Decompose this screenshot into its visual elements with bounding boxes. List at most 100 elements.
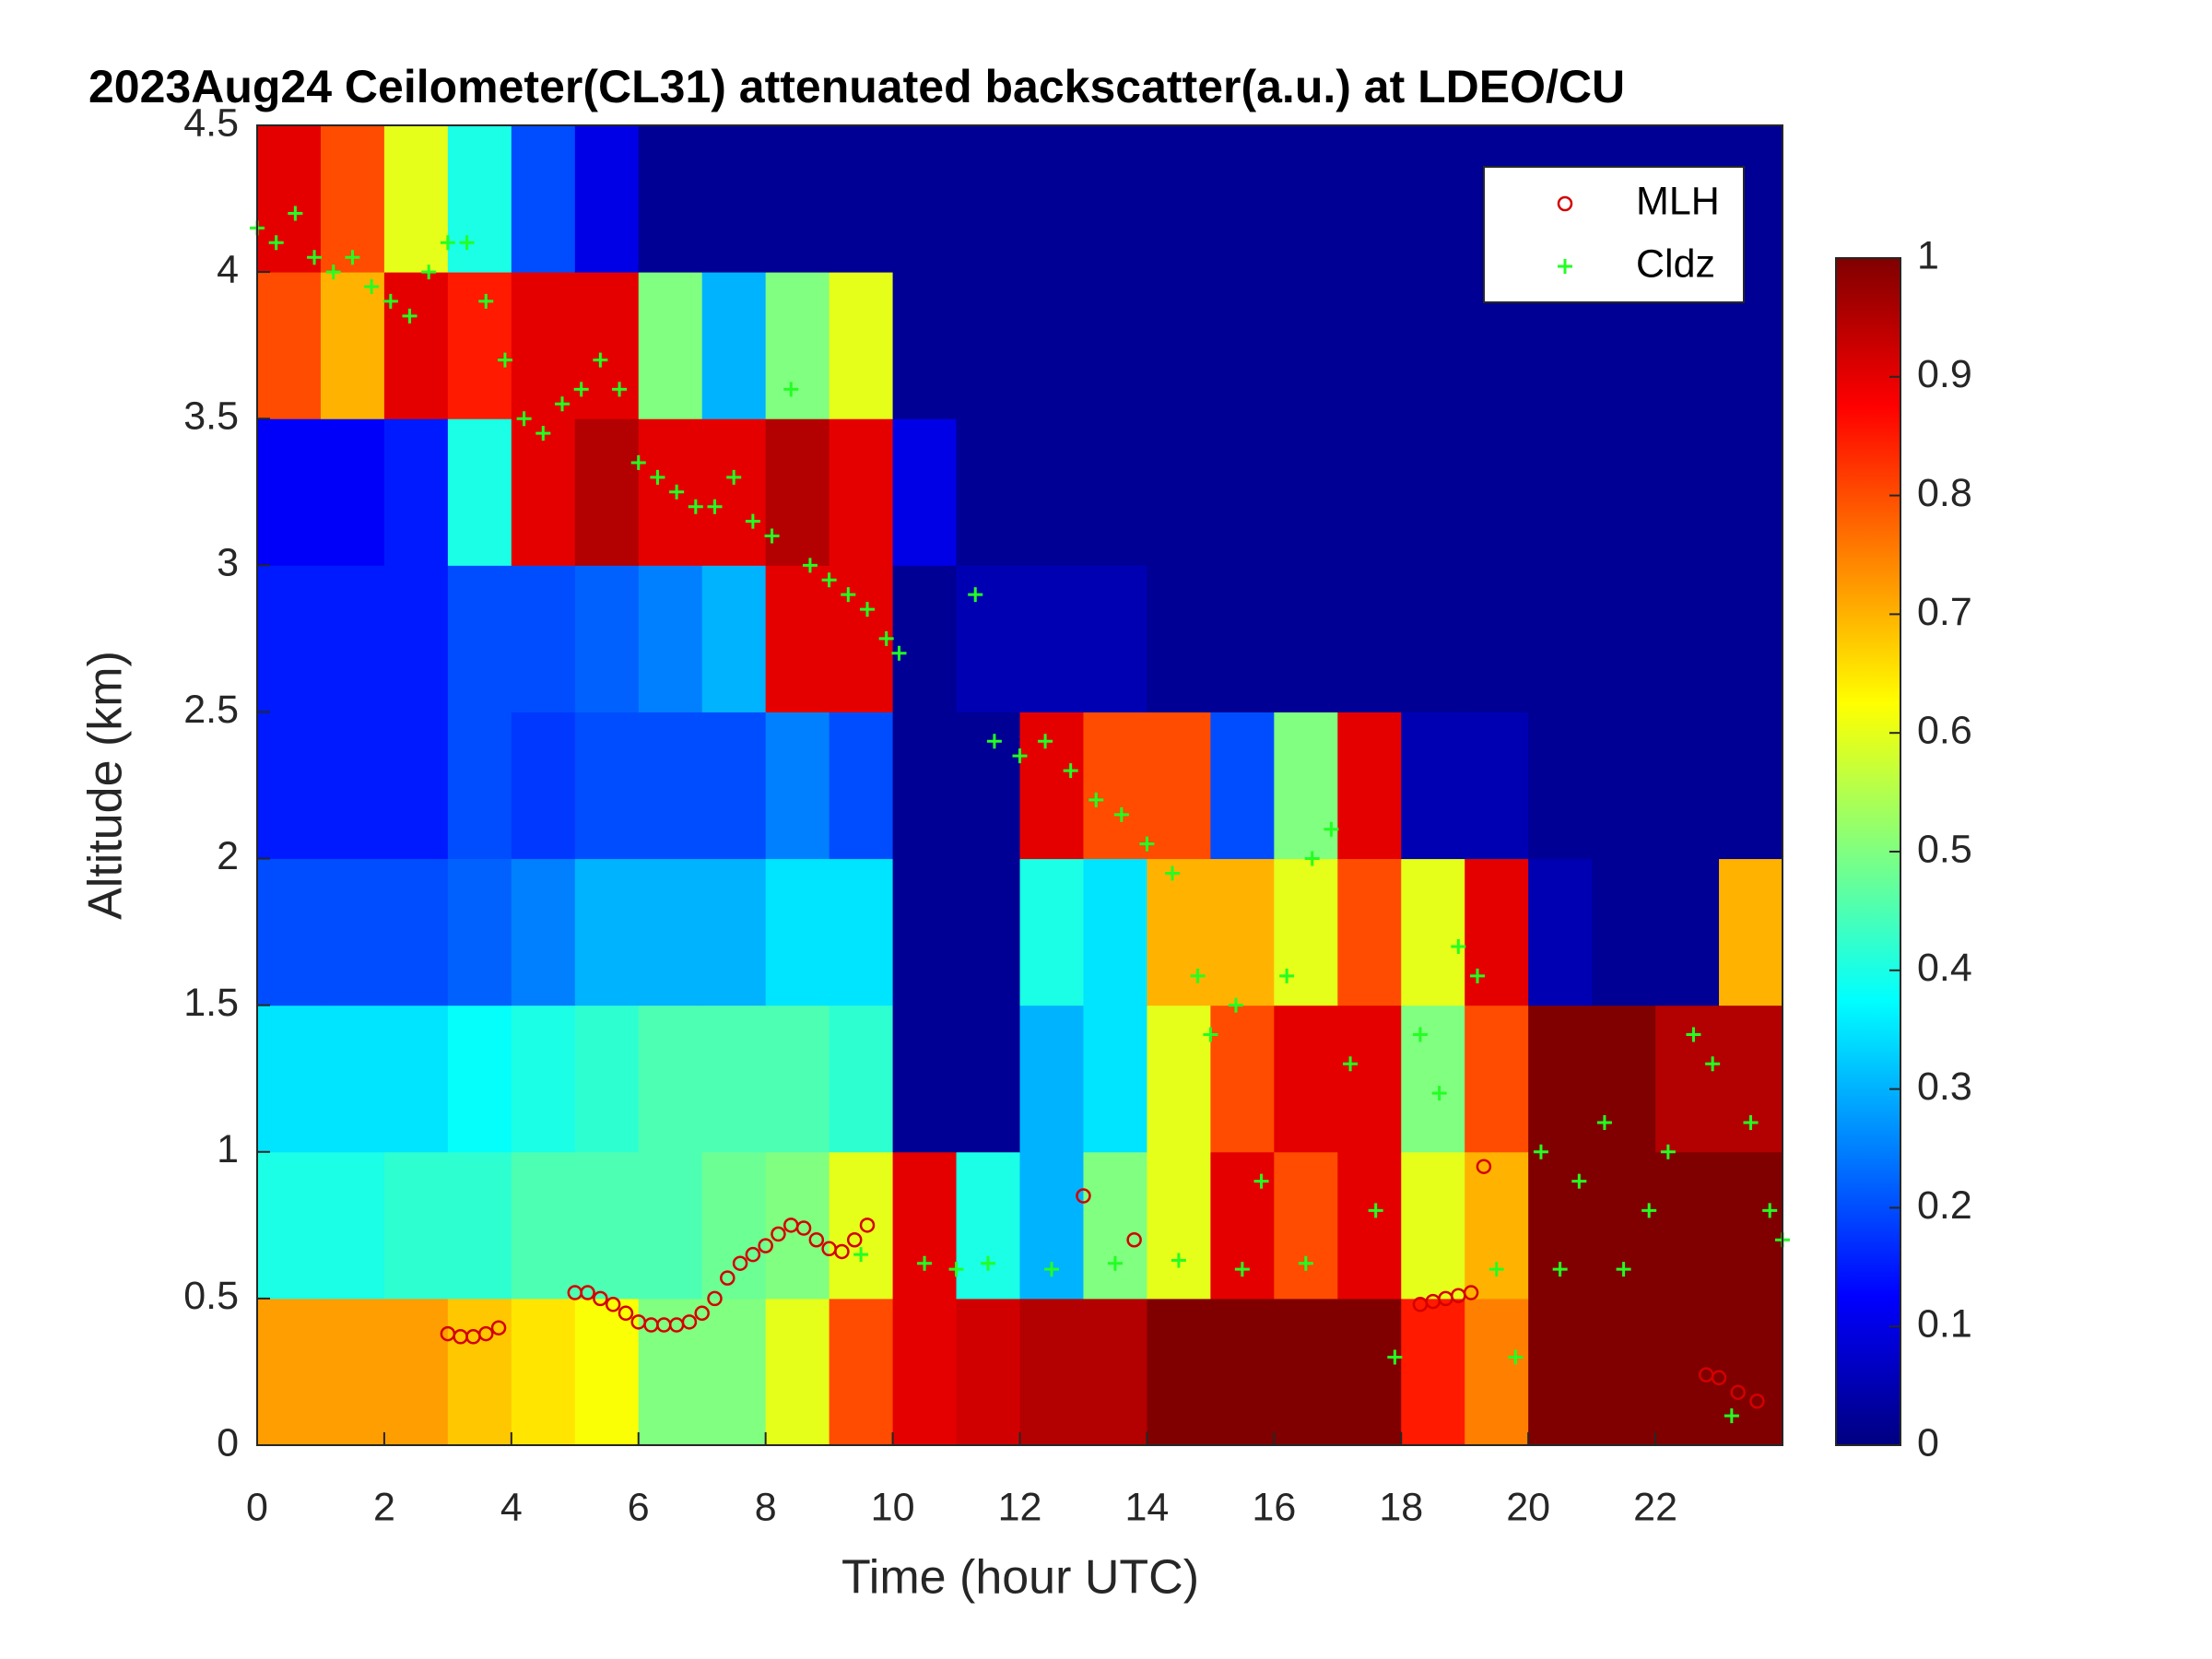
heat-cell bbox=[1337, 1005, 1402, 1153]
heat-cell bbox=[701, 1298, 767, 1446]
heat-cell bbox=[1528, 565, 1593, 712]
heat-cell bbox=[1592, 1151, 1656, 1300]
heat-cell bbox=[383, 125, 449, 273]
cldz-point bbox=[382, 293, 398, 309]
heat-cell bbox=[701, 1005, 767, 1153]
y-tick-label: 3 bbox=[217, 541, 239, 585]
heat-cell bbox=[1401, 1298, 1465, 1446]
cldz-point bbox=[535, 426, 551, 441]
heat-cell bbox=[447, 125, 512, 273]
cldz-point bbox=[726, 469, 742, 485]
heat-cell bbox=[383, 1005, 449, 1153]
heat-cell bbox=[320, 1298, 385, 1446]
heat-cell bbox=[1719, 858, 1783, 1006]
heat-cell bbox=[1147, 712, 1211, 860]
heat-cell bbox=[956, 125, 1020, 273]
cldz-point bbox=[1012, 748, 1028, 764]
mlh-point bbox=[707, 1290, 723, 1307]
heat-cell bbox=[1210, 565, 1275, 712]
heat-cell bbox=[257, 1005, 322, 1153]
mlh-point bbox=[580, 1285, 595, 1300]
heat-cell bbox=[447, 418, 512, 566]
cldz-point bbox=[345, 250, 360, 265]
heat-cell bbox=[1210, 1005, 1275, 1153]
heat-cell bbox=[1719, 712, 1783, 860]
mlh-point bbox=[694, 1305, 710, 1322]
cldz-point bbox=[948, 1262, 964, 1277]
heat-cell bbox=[320, 1151, 385, 1300]
heat-cell bbox=[574, 418, 640, 566]
heat-cell bbox=[1147, 1151, 1211, 1300]
x-tick-label: 0 bbox=[246, 1485, 268, 1529]
cldz-point bbox=[1488, 1262, 1504, 1277]
heat-cell bbox=[511, 565, 576, 712]
cldz-point bbox=[421, 265, 437, 280]
heat-cell bbox=[320, 712, 385, 860]
x-tick-label: 20 bbox=[1506, 1485, 1550, 1529]
mlh-point bbox=[859, 1218, 876, 1233]
heat-cell bbox=[956, 418, 1020, 566]
mlh-point bbox=[720, 1270, 735, 1286]
cldz-point bbox=[1368, 1203, 1383, 1218]
heat-cell bbox=[447, 565, 512, 712]
mlh-point bbox=[1476, 1159, 1492, 1174]
x-tick-label: 22 bbox=[1633, 1485, 1677, 1529]
x-tick-label: 10 bbox=[871, 1485, 915, 1529]
mlh-point bbox=[490, 1320, 507, 1335]
heat-cell bbox=[1401, 858, 1465, 1006]
heat-cell bbox=[1147, 1298, 1211, 1446]
heat-cell bbox=[1337, 712, 1402, 860]
cldz-point bbox=[1113, 806, 1129, 822]
cldz-point bbox=[1470, 968, 1485, 983]
heat-cell bbox=[1274, 272, 1338, 419]
mlh-point bbox=[1126, 1231, 1142, 1248]
heat-cell bbox=[383, 272, 449, 419]
heat-cell bbox=[511, 418, 576, 566]
heat-cell bbox=[829, 272, 894, 419]
mlh-point bbox=[478, 1325, 494, 1342]
cldz-point bbox=[917, 1255, 933, 1271]
cldz-point bbox=[1038, 734, 1053, 749]
cldz-point bbox=[1660, 1144, 1676, 1159]
cldz-point bbox=[573, 382, 589, 397]
heat-cell bbox=[511, 272, 576, 419]
heat-cell bbox=[1465, 712, 1529, 860]
cldz-point bbox=[650, 469, 665, 485]
cldz-point bbox=[968, 587, 983, 603]
heat-cell bbox=[892, 858, 958, 1006]
heat-cell bbox=[1019, 125, 1084, 273]
heat-cell bbox=[1592, 1005, 1656, 1153]
x-tick-label: 18 bbox=[1379, 1485, 1423, 1529]
colorbar-tick-label: 0.9 bbox=[1917, 352, 1972, 396]
cldz-point bbox=[669, 484, 685, 500]
heat-cell bbox=[1337, 1298, 1402, 1446]
heat-cell bbox=[1019, 418, 1084, 566]
heat-cell bbox=[765, 1005, 830, 1153]
cldz-point bbox=[1616, 1262, 1631, 1277]
heat-cell bbox=[447, 1151, 512, 1300]
heat-cell bbox=[1274, 858, 1338, 1006]
chart-title: 2023Aug24 Ceilometer(CL31) attenuated ba… bbox=[88, 61, 1625, 112]
heat-cell bbox=[1655, 1151, 1720, 1300]
x-tick-label: 16 bbox=[1252, 1485, 1296, 1529]
heat-cell bbox=[511, 1151, 576, 1300]
heat-cell bbox=[320, 858, 385, 1006]
cldz-point bbox=[745, 513, 760, 529]
cldz-point bbox=[783, 382, 799, 397]
mlh-point bbox=[795, 1220, 812, 1236]
heat-cell bbox=[1528, 712, 1593, 860]
cldz-point bbox=[288, 206, 303, 221]
heat-cell bbox=[383, 858, 449, 1006]
heat-cell bbox=[1083, 125, 1147, 273]
heat-cell bbox=[574, 125, 640, 273]
cldz-point bbox=[364, 279, 380, 295]
heat-cell bbox=[1592, 1298, 1656, 1446]
heat-cell bbox=[511, 1005, 576, 1153]
heat-cell bbox=[511, 125, 576, 273]
y-tick-label: 3.5 bbox=[183, 394, 239, 439]
heat-cell bbox=[1719, 418, 1783, 566]
heat-cell bbox=[1147, 1005, 1211, 1153]
y-tick-label: 0 bbox=[217, 1420, 239, 1465]
heat-cell bbox=[829, 418, 894, 566]
cldz-point bbox=[1552, 1262, 1568, 1277]
